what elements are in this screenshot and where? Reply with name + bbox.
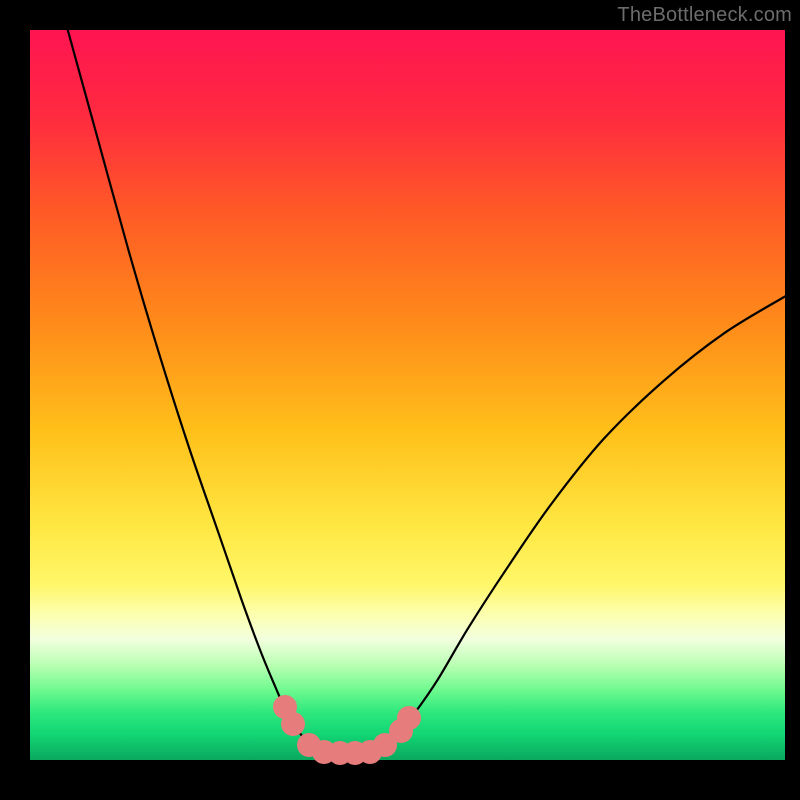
- valley-marker: [397, 706, 421, 730]
- curve-path: [68, 30, 785, 754]
- valley-marker: [281, 712, 305, 736]
- plot-area: [30, 30, 785, 760]
- bottleneck-curve: [30, 30, 785, 760]
- watermark-text: TheBottleneck.com: [617, 4, 792, 27]
- outer-frame: TheBottleneck.com: [0, 0, 800, 800]
